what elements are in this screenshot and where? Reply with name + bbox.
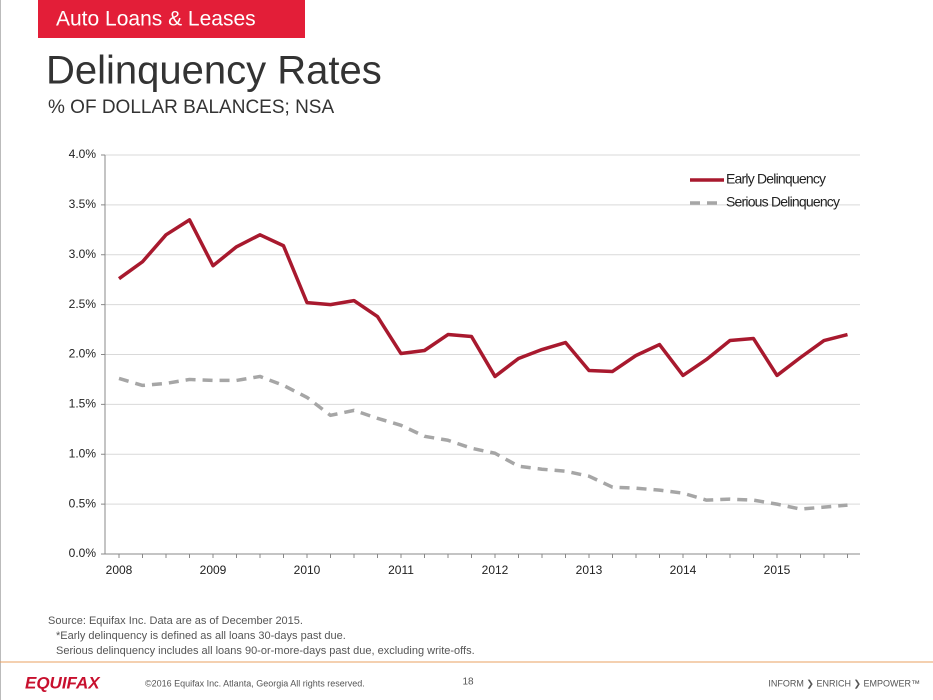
chart-title: Delinquency Rates [46, 49, 382, 93]
legend-label: Early Delinquency [726, 171, 826, 187]
copyright: ©2016 Equifax Inc. Atlanta, Georgia All … [145, 678, 365, 688]
source-note: Source: Equifax Inc. Data are as of Dece… [48, 615, 303, 627]
y-tick-label: 2.0% [69, 347, 97, 361]
x-tick-label: 2011 [388, 563, 414, 577]
logo: EQUIFAX [25, 673, 101, 692]
footnote: Serious delinquency includes all loans 9… [56, 645, 475, 657]
y-tick-label: 4.0% [69, 147, 97, 161]
footnote: *Early delinquency is defined as all loa… [56, 630, 346, 642]
x-tick-label: 2010 [294, 563, 321, 577]
tagline: INFORM ❯ ENRICH ❯ EMPOWER™ [768, 678, 920, 689]
y-tick-label: 2.5% [69, 297, 97, 311]
x-tick-label: 2013 [576, 563, 603, 577]
x-tick-label: 2009 [200, 563, 227, 577]
y-tick-label: 0.5% [69, 496, 97, 510]
y-tick-label: 3.0% [69, 247, 97, 261]
chart-subtitle: % OF DOLLAR BALANCES; NSA [48, 97, 334, 118]
section-banner [38, 0, 305, 38]
y-tick-label: 0.0% [69, 546, 97, 560]
x-tick-label: 2015 [764, 563, 791, 577]
y-tick-label: 1.5% [69, 397, 97, 411]
x-tick-label: 2014 [670, 563, 697, 577]
x-tick-label: 2012 [482, 563, 509, 577]
section-label: Auto Loans & Leases [56, 8, 256, 31]
y-tick-label: 1.0% [69, 446, 97, 460]
page-number: 18 [462, 677, 474, 688]
y-tick-label: 3.5% [69, 197, 97, 211]
legend-label: Serious Delinquency [726, 194, 840, 210]
x-tick-label: 2008 [106, 563, 133, 577]
series-line [117, 218, 848, 379]
series-line [118, 374, 848, 511]
